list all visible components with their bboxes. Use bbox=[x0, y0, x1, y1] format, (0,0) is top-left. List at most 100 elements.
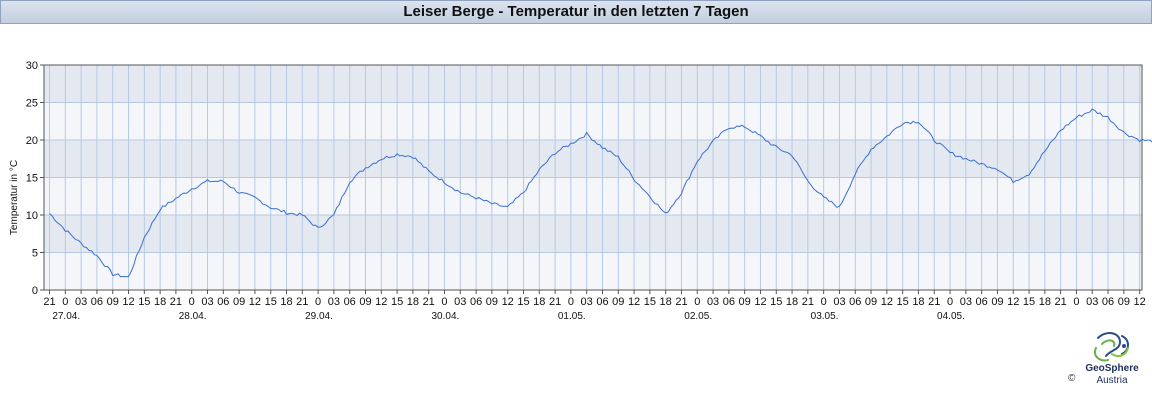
x-tick-label: 06 bbox=[470, 296, 482, 308]
x-tick-label: 03 bbox=[454, 296, 466, 308]
x-tick-label: 21 bbox=[675, 296, 687, 308]
x-tick-label: 0 bbox=[441, 296, 447, 308]
x-tick-label: 06 bbox=[1102, 296, 1114, 308]
series-layer bbox=[49, 108, 1152, 278]
logo-name: GeoSphere bbox=[1085, 363, 1139, 374]
x-date-label: 01.05. bbox=[558, 311, 586, 322]
x-date-label: 30.04. bbox=[431, 311, 459, 322]
x-date-label: 29.04. bbox=[305, 311, 333, 322]
x-tick-label: 12 bbox=[628, 296, 640, 308]
x-tick-label: 09 bbox=[612, 296, 624, 308]
x-tick-label: 0 bbox=[947, 296, 953, 308]
y-band bbox=[44, 252, 1142, 290]
x-tick-label: 0 bbox=[568, 296, 574, 308]
x-tick-label: 09 bbox=[739, 296, 751, 308]
x-tick-label: 03 bbox=[75, 296, 87, 308]
logo-subtitle: Austria bbox=[1096, 375, 1128, 386]
y-tick-label: 15 bbox=[26, 173, 38, 185]
x-date-label: 04.05. bbox=[937, 311, 965, 322]
x-tick-label: 12 bbox=[1007, 296, 1019, 308]
y-band bbox=[44, 177, 1142, 215]
x-tick-label: 12 bbox=[1134, 296, 1146, 308]
x-tick-label: 18 bbox=[533, 296, 545, 308]
x-tick-label: 06 bbox=[723, 296, 735, 308]
x-tick-label: 12 bbox=[502, 296, 514, 308]
x-tick-label: 15 bbox=[391, 296, 403, 308]
x-tick-label: 0 bbox=[694, 296, 700, 308]
x-tick-label: 0 bbox=[1073, 296, 1079, 308]
x-tick-label: 15 bbox=[138, 296, 150, 308]
chart-title: Leiser Berge - Temperatur in den letzten… bbox=[0, 0, 1152, 24]
x-tick-label: 03 bbox=[328, 296, 340, 308]
x-tick-label: 03 bbox=[833, 296, 845, 308]
copyright-symbol: © bbox=[1068, 373, 1076, 384]
x-tick-label: 21 bbox=[802, 296, 814, 308]
x-tick-label: 09 bbox=[486, 296, 498, 308]
x-tick-label: 03 bbox=[707, 296, 719, 308]
x-tick-label: 21 bbox=[549, 296, 561, 308]
x-tick-label: 18 bbox=[407, 296, 419, 308]
x-tick-label: 12 bbox=[249, 296, 261, 308]
x-tick-label: 15 bbox=[770, 296, 782, 308]
x-tick-label: 18 bbox=[660, 296, 672, 308]
x-tick-label: 03 bbox=[960, 296, 972, 308]
x-tick-label: 15 bbox=[897, 296, 909, 308]
x-tick-label: 09 bbox=[359, 296, 371, 308]
geosphere-logo-icon bbox=[1094, 332, 1129, 362]
x-tick-label: 06 bbox=[344, 296, 356, 308]
y-band bbox=[44, 65, 1142, 103]
x-tick-label: 03 bbox=[1086, 296, 1098, 308]
x-tick-label: 18 bbox=[280, 296, 292, 308]
x-tick-label: 21 bbox=[423, 296, 435, 308]
x-tick-label: 12 bbox=[122, 296, 134, 308]
y-band bbox=[44, 215, 1142, 253]
x-tick-label: 21 bbox=[296, 296, 308, 308]
x-tick-label: 18 bbox=[912, 296, 924, 308]
x-tick-label: 06 bbox=[91, 296, 103, 308]
y-band bbox=[44, 102, 1142, 140]
x-date-label: 28.04. bbox=[179, 311, 207, 322]
x-tick-label: 18 bbox=[1039, 296, 1051, 308]
y-tick-label: 5 bbox=[32, 248, 38, 260]
x-tick-label: 09 bbox=[991, 296, 1003, 308]
x-tick-label: 03 bbox=[581, 296, 593, 308]
y-tick-label: 0 bbox=[32, 285, 38, 297]
x-tick-label: 18 bbox=[786, 296, 798, 308]
x-tick-label: 0 bbox=[821, 296, 827, 308]
x-tick-label: 21 bbox=[928, 296, 940, 308]
x-tick-label: 06 bbox=[976, 296, 988, 308]
x-date-label: 27.04. bbox=[52, 311, 80, 322]
y-tick-label: 20 bbox=[26, 135, 38, 147]
x-date-label: 03.05. bbox=[811, 311, 839, 322]
x-tick-label: 09 bbox=[865, 296, 877, 308]
x-tick-label: 15 bbox=[517, 296, 529, 308]
temperature-line bbox=[49, 108, 1152, 278]
x-tick-label: 06 bbox=[217, 296, 229, 308]
x-axis: 21 0 03 06 09 12 15 18 21 0 03 06 09 12 15 18 21 0 03 06 09 1… bbox=[43, 290, 1146, 322]
x-tick-label: 0 bbox=[62, 296, 68, 308]
y-axis: 0 5 10 15 20 25 30 bbox=[26, 60, 44, 297]
chart-bands bbox=[44, 65, 1142, 290]
x-tick-label: 18 bbox=[154, 296, 166, 308]
x-tick-label: 15 bbox=[265, 296, 277, 308]
y-tick-label: 10 bbox=[26, 210, 38, 222]
x-tick-label: 09 bbox=[107, 296, 119, 308]
x-tick-label: 21 bbox=[43, 296, 55, 308]
x-date-label: 02.05. bbox=[684, 311, 712, 322]
y-tick-label: 25 bbox=[26, 98, 38, 110]
x-tick-label: 15 bbox=[1023, 296, 1035, 308]
x-tick-label: 09 bbox=[233, 296, 245, 308]
x-tick-label: 12 bbox=[754, 296, 766, 308]
y-tick-label: 30 bbox=[26, 60, 38, 72]
x-tick-label: 15 bbox=[644, 296, 656, 308]
y-band bbox=[44, 140, 1142, 178]
x-tick-label: 21 bbox=[170, 296, 182, 308]
y-axis-label: Temperatur in °C bbox=[9, 160, 20, 235]
x-tick-label: 06 bbox=[596, 296, 608, 308]
x-tick-label: 0 bbox=[315, 296, 321, 308]
x-tick-label: 03 bbox=[201, 296, 213, 308]
x-tick-label: 06 bbox=[849, 296, 861, 308]
x-tick-label: 12 bbox=[881, 296, 893, 308]
x-tick-label: 0 bbox=[189, 296, 195, 308]
